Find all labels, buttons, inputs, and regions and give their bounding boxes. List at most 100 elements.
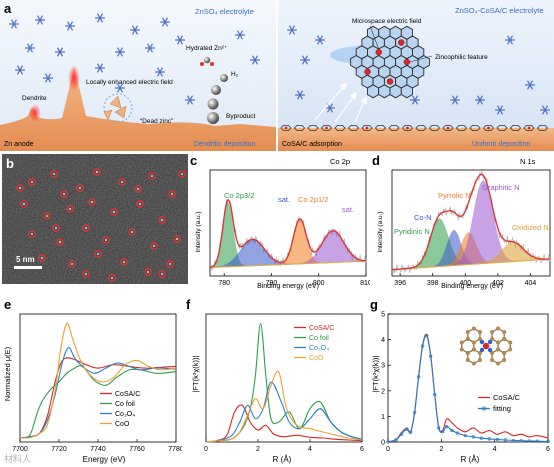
cobalt-atom: [386, 78, 394, 85]
carbon-hexagon: [469, 125, 481, 132]
fit-marker: [471, 435, 475, 439]
plot-frame: [387, 313, 549, 443]
carbon-atom: [459, 340, 464, 345]
peak-label: Pyridinic N: [394, 227, 430, 236]
panel-f-letter: f: [186, 297, 191, 312]
cobalt-atom: [403, 58, 411, 66]
carbon-atom: [471, 347, 476, 352]
h2-label: H₂: [231, 71, 239, 78]
cobalt-atom: [364, 68, 371, 75]
carbon-atom: [502, 358, 507, 362]
series-line-1: [387, 334, 549, 443]
carbon-hexagon: [401, 125, 414, 132]
carbon-hexagon: [388, 125, 400, 132]
exafs-fitting-panel: g |FT(k³χ(k))| R (Å) 0 2 4 6 0 1 2 3 4 5 CoSA/C fit…: [370, 297, 550, 464]
x-tick-label: 7740: [90, 446, 106, 453]
peak-label: Co-N: [414, 213, 432, 222]
legend-entry: CoO: [115, 421, 130, 428]
panel-d-ylabel: Intensity (a.u.): [377, 211, 384, 252]
legend-entry: Co foil: [115, 401, 135, 408]
single-atom-marker: [38, 254, 46, 262]
atom-spot: [85, 227, 87, 229]
atom-spot: [181, 173, 183, 175]
cobalt-atom: [365, 126, 369, 130]
single-atom-marker: [108, 274, 116, 282]
cobalt-atom: [527, 126, 531, 130]
atom-spot: [31, 181, 33, 183]
peak-label: Co 2p3/2: [224, 191, 254, 200]
zincophilic-label: Zincophilic feature: [435, 54, 488, 61]
single-atom-marker: [120, 258, 128, 266]
fit-marker: [394, 438, 398, 442]
atom-spot: [151, 175, 153, 177]
panel-d-corner-label: N 1s: [520, 157, 536, 166]
single-atom-marker: [50, 170, 58, 178]
scale-bar: [14, 266, 42, 269]
fit-marker: [413, 410, 417, 415]
carbon-hexagon: [307, 125, 319, 132]
carbon-atom: [502, 351, 507, 355]
atom-spot: [41, 257, 43, 259]
x-tick-label: 400: [459, 280, 471, 287]
fit-marker: [527, 439, 531, 443]
x-tick-label: 7760: [129, 446, 145, 453]
series-line-0: [19, 357, 177, 439]
carbon-hexagon: [455, 125, 468, 132]
legend-marker: [482, 406, 487, 411]
fit-marker: [511, 438, 515, 443]
series-line-1: [19, 365, 177, 439]
plot-frame: [205, 313, 363, 443]
carbon-atom: [490, 337, 495, 341]
carbon-atom: [496, 326, 501, 331]
panel-d-letter: d: [372, 153, 380, 168]
single-atom-marker: [150, 242, 158, 250]
fit-marker: [503, 438, 507, 442]
stem-image-panel: b 5 nm: [2, 154, 188, 284]
panel-c-letter: c: [190, 153, 197, 168]
carbon-hexagon: [442, 125, 454, 132]
fit-marker: [463, 433, 467, 438]
single-atom-marker: [82, 224, 90, 232]
single-atom-marker: [148, 172, 156, 180]
atom-spot: [105, 239, 107, 241]
single-atom-marker: [88, 198, 96, 206]
panel-e-letter: e: [4, 297, 11, 312]
panel-e-ylabel: Normalized μ(E): [3, 346, 12, 401]
x-tick-label: 396: [394, 280, 406, 287]
dead-zinc-fragments: [103, 93, 133, 123]
single-atom-marker: [102, 236, 110, 244]
xps-co2p-panel: c Co 2p Intensity (a.u.) Binding energy …: [190, 153, 370, 290]
single-atom-marker: [28, 230, 36, 238]
atom-spot: [46, 215, 48, 217]
fit-marker: [405, 427, 409, 431]
fit-marker: [386, 440, 390, 444]
single-atom-marker: [173, 235, 181, 243]
atom-spot: [169, 263, 171, 265]
carbon-atom: [496, 340, 501, 345]
carbon-hexagon: [361, 125, 373, 132]
atom-spot: [123, 261, 125, 263]
atom-spot: [96, 171, 98, 173]
atom-spot: [85, 273, 87, 275]
panel-b-letter: b: [6, 156, 14, 171]
nitrogen-atom: [479, 347, 485, 353]
fit-marker: [495, 437, 499, 442]
series-line-2: [19, 346, 177, 439]
plot-frame: [391, 169, 551, 277]
microspace-field-label: Microspace electric field: [352, 18, 422, 25]
left-electrolyte-label: ZnSO₄ electrolyte: [195, 7, 254, 16]
carbon-atom: [490, 330, 495, 334]
dendrite-label: Dendrite: [22, 95, 47, 102]
series-line-1: [205, 322, 363, 443]
panel-g-plot-area: 0 2 4 6 0 1 2 3 4 5 CoSA/C fitting: [381, 312, 550, 454]
atom-spot: [31, 233, 33, 235]
zn-anode-label: Zn anode: [4, 141, 34, 148]
nitrogen-atom: [487, 347, 493, 353]
single-atom-marker: [56, 238, 64, 246]
fit-marker: [455, 431, 459, 435]
y-tick-label: 2: [381, 388, 385, 395]
cobalt-atom: [398, 39, 405, 46]
x-tick-label: 7720: [51, 446, 67, 453]
fit-marker: [441, 430, 445, 434]
carbon-atom: [465, 351, 470, 355]
